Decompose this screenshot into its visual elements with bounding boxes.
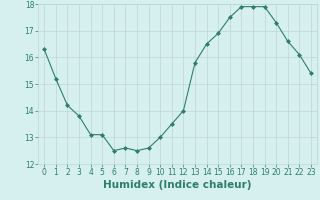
- X-axis label: Humidex (Indice chaleur): Humidex (Indice chaleur): [103, 180, 252, 190]
